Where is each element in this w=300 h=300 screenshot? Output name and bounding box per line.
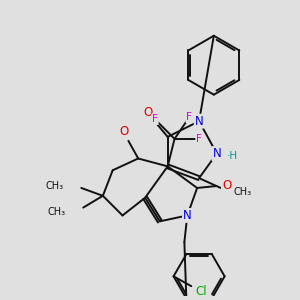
Text: CH₃: CH₃ [46, 181, 64, 191]
Text: N: N [212, 147, 221, 160]
Text: CH₃: CH₃ [233, 187, 252, 197]
Text: N: N [183, 209, 192, 222]
Text: CH₃: CH₃ [47, 206, 66, 217]
Text: F: F [186, 112, 192, 122]
Text: F: F [196, 134, 202, 144]
Text: F: F [152, 114, 158, 124]
Text: Cl: Cl [195, 285, 207, 298]
Text: O: O [120, 125, 129, 139]
Text: N: N [195, 115, 203, 128]
Text: ·H: ·H [226, 151, 238, 160]
Text: O: O [222, 178, 231, 191]
Text: O: O [143, 106, 153, 119]
